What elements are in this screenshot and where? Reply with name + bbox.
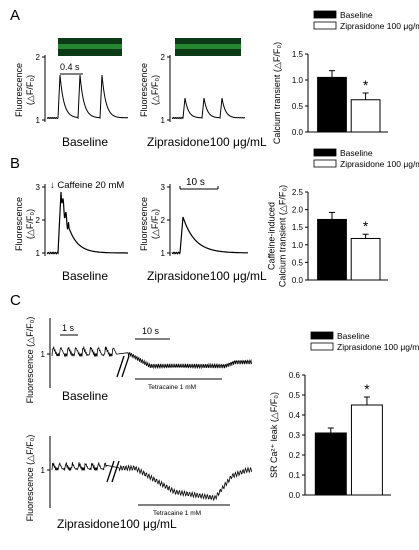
caffeine-trace-baseline	[46, 191, 128, 255]
axis-break	[106, 460, 115, 483]
trace-c-ylabel: Fluorescence (△F/F₀)	[25, 317, 35, 404]
y-tick-label: 0.0	[289, 491, 301, 500]
trace-a2-ylabel-unit: (△F/F₀)	[150, 75, 160, 105]
caffeine-trace-ziprasidone	[171, 216, 248, 255]
significance-star: *	[364, 381, 370, 397]
legend-label: Ziprasidone 100 μg/mL	[337, 342, 419, 352]
significance-star: *	[363, 77, 369, 93]
tick-label: 2	[36, 216, 41, 225]
y-axis-label: SR Ca²⁺ leak (△F/F₀)	[269, 392, 279, 478]
legend-label: Ziprasidone 100 μg/mL	[340, 21, 419, 31]
bar-baseline	[314, 432, 347, 496]
tick-label: 2	[36, 53, 41, 62]
trace-c2-ylabel: Fluorescence (△F/F₀)	[25, 435, 35, 522]
axis-break	[116, 355, 125, 378]
calcium-trace-baseline	[46, 74, 129, 120]
trace-b2-ylabel: Fluorescence	[139, 197, 149, 251]
leak-trace-baseline	[51, 345, 252, 370]
tick-label: 1	[161, 116, 166, 125]
scale-bar-c-1s-label: 1 s	[62, 323, 75, 333]
trace-b-ylabel-unit: (△F/F₀)	[25, 209, 35, 239]
axis-break	[121, 355, 130, 378]
scale-bar-b-label: 10 s	[186, 177, 205, 188]
trace-b2-ylabel-unit: (△F/F₀)	[150, 209, 160, 239]
bar-baseline	[317, 218, 347, 281]
calcium-trace-ziprasidone	[171, 97, 245, 120]
trace-a-ylabel: Fluorescence	[14, 63, 24, 117]
y-tick-label: 1.5	[292, 50, 304, 59]
y-tick-label: 0.3	[289, 431, 301, 440]
significance-star: *	[363, 218, 369, 234]
y-tick-label: 0.5	[289, 391, 301, 400]
tick-label: 3	[36, 183, 41, 192]
y-tick-label: 1.5	[292, 223, 304, 232]
y-tick-label: 0.4	[289, 411, 301, 420]
y-tick-label: 0.6	[289, 371, 301, 380]
bar-ziprasidone	[350, 237, 381, 281]
bar-ziprasidone	[350, 404, 383, 496]
y-tick-label: 0.5	[292, 258, 304, 267]
legend-label: Baseline	[340, 10, 373, 20]
y-tick-label: 1.0	[292, 241, 304, 250]
legend-swatch	[310, 331, 334, 340]
caffeine-annotation: ↓ Caffeine 20 mM	[50, 180, 124, 191]
legend-swatch	[313, 148, 337, 157]
legend-label: Baseline	[340, 148, 373, 158]
panel-letter-a: A	[10, 7, 20, 24]
y-tick-label: 0.5	[292, 102, 304, 111]
scale-bar-c-10s-label: 10 s	[142, 326, 160, 336]
tick-label: 1	[41, 466, 46, 475]
baseline-label-a: Baseline	[62, 135, 108, 149]
tick-label: 2	[161, 216, 166, 225]
drug-label-b: Ziprasidone100 μg/mL	[147, 269, 267, 283]
tick-label: 1	[41, 350, 46, 359]
trace-b-ylabel: Fluorescence	[14, 197, 24, 251]
panel-letter-c: C	[10, 292, 21, 309]
drug-label-a: Ziprasidone100 μg/mL	[147, 135, 267, 149]
tetracaine-label-bottom: Tetracaine 1 mM	[153, 510, 201, 517]
tick-label: 1	[36, 249, 41, 258]
legend-swatch	[313, 21, 337, 30]
bar-baseline	[317, 76, 347, 133]
tick-label: 2	[161, 53, 166, 62]
legend-swatch	[310, 342, 334, 351]
tetracaine-label-top: Tetracaine 1 mM	[148, 384, 196, 391]
y-axis-label: Calcium transient (△F/F₀)	[272, 42, 282, 144]
drug-label-c: Ziprasidone100 μg/mL	[57, 517, 177, 531]
trace-a-ylabel-unit: (△F/F₀)	[25, 75, 35, 105]
y-tick-label: 2.5	[292, 188, 304, 197]
baseline-label-c: Baseline	[62, 389, 108, 403]
axis-break	[111, 460, 120, 483]
legend-swatch	[313, 159, 337, 168]
y-tick-label: 0.2	[289, 451, 301, 460]
y-tick-label: 0.1	[289, 471, 301, 480]
panel-letter-b: B	[10, 155, 20, 172]
scale-bar-a-label: 0.4 s	[60, 62, 80, 72]
legend-swatch	[313, 10, 337, 19]
baseline-label-b: Baseline	[62, 269, 108, 283]
tick-label: 1	[161, 249, 166, 258]
leak-trace-ziprasidone	[51, 461, 252, 502]
y-axis-label: Caffeine-induced	[267, 202, 277, 270]
bar-ziprasidone	[350, 99, 381, 133]
y-tick-label: 2.0	[292, 206, 304, 215]
y-tick-label: 0.0	[292, 128, 304, 137]
tick-label: 3	[161, 183, 166, 192]
y-tick-label: 1.0	[292, 76, 304, 85]
legend-label: Ziprasidone 100 μg/mL	[340, 159, 419, 169]
y-axis-label: Calcium transient (△F/F₀)	[278, 185, 288, 287]
legend-label: Baseline	[337, 331, 370, 341]
tick-label: 1	[36, 116, 41, 125]
trace-a2-ylabel: Fluorescence	[139, 63, 149, 117]
y-tick-label: 0.0	[292, 276, 304, 285]
